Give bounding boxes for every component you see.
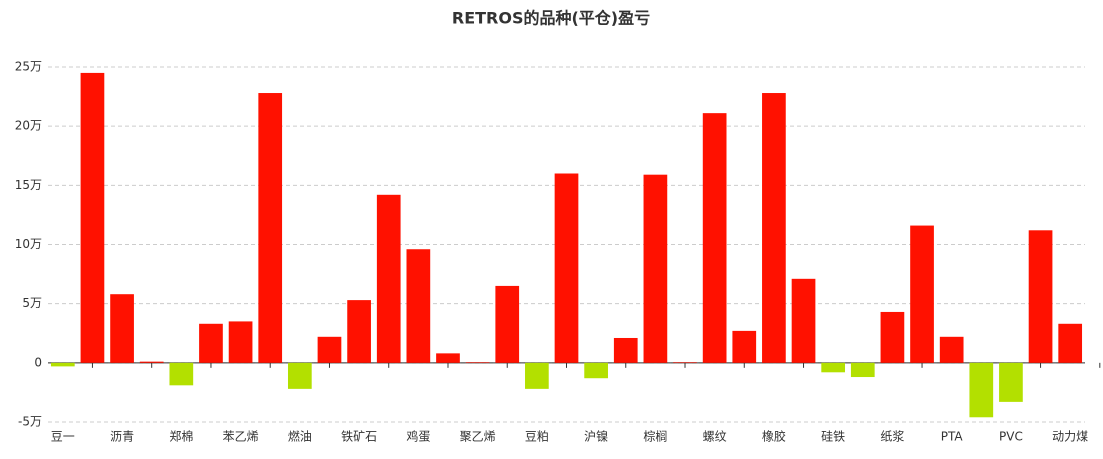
bar [258, 93, 283, 363]
x-tick-label: 沥青 [110, 430, 134, 444]
bar [139, 361, 164, 363]
bar [910, 225, 934, 363]
bar [584, 362, 608, 379]
bar [80, 72, 105, 363]
bar [317, 336, 342, 363]
bar [110, 294, 134, 363]
x-tick-label: 纸浆 [880, 429, 904, 444]
bar [1028, 230, 1053, 363]
x-tick-label: 动力煤 [1052, 430, 1088, 444]
y-tick-label: 20万 [15, 119, 42, 133]
x-tick-label: 硅铁 [821, 430, 845, 444]
x-tick-label: 螺纹 [703, 430, 727, 444]
chart-title: RETROS的品种(平仓)盈亏 [452, 9, 650, 28]
bar [525, 362, 549, 389]
bar [347, 300, 371, 363]
y-tick-label: 5万 [22, 296, 42, 310]
x-tick-label: 聚乙烯 [460, 430, 496, 444]
bar [850, 362, 875, 378]
y-tick-label: 10万 [15, 237, 42, 251]
bar [643, 174, 668, 363]
x-tick-label: 沪镍 [584, 430, 608, 444]
bar [613, 337, 638, 363]
bar [169, 362, 194, 386]
bar [999, 362, 1023, 402]
bar [939, 336, 964, 363]
x-tick-label: 鸡蛋 [406, 429, 430, 444]
bar [762, 93, 786, 363]
x-tick-label: 豆一 [51, 430, 75, 444]
bar [376, 194, 401, 363]
y-tick-label: 15万 [15, 178, 42, 192]
bar [287, 362, 312, 389]
bar [732, 330, 757, 363]
bar [495, 285, 520, 363]
y-tick-label: 25万 [15, 60, 42, 74]
bar [199, 323, 223, 363]
x-tick-label: PVC [999, 430, 1023, 444]
bar [436, 353, 460, 363]
x-tick-label: 郑棉 [169, 429, 193, 444]
x-tick-label: PTA [941, 430, 964, 444]
bar [969, 362, 994, 418]
x-tick-label: 豆粕 [525, 429, 549, 444]
bar [702, 113, 727, 363]
bar [465, 362, 490, 363]
bar [1058, 323, 1083, 363]
x-tick-label: 苯乙烯 [223, 430, 259, 444]
x-tick-label: 铁矿石 [341, 430, 377, 444]
x-tick-label: 棕榈 [643, 429, 667, 444]
bar [406, 249, 431, 363]
x-tick-label: 橡胶 [762, 429, 786, 444]
bar [673, 362, 697, 363]
bar [554, 173, 579, 363]
x-tick-label: 燃油 [288, 429, 312, 444]
bar [50, 362, 75, 367]
y-tick-label: 0 [34, 355, 42, 369]
y-tick-label: -5万 [18, 415, 42, 429]
bar [821, 362, 846, 373]
bar [880, 311, 905, 363]
bar [228, 321, 253, 363]
bar [791, 278, 816, 363]
